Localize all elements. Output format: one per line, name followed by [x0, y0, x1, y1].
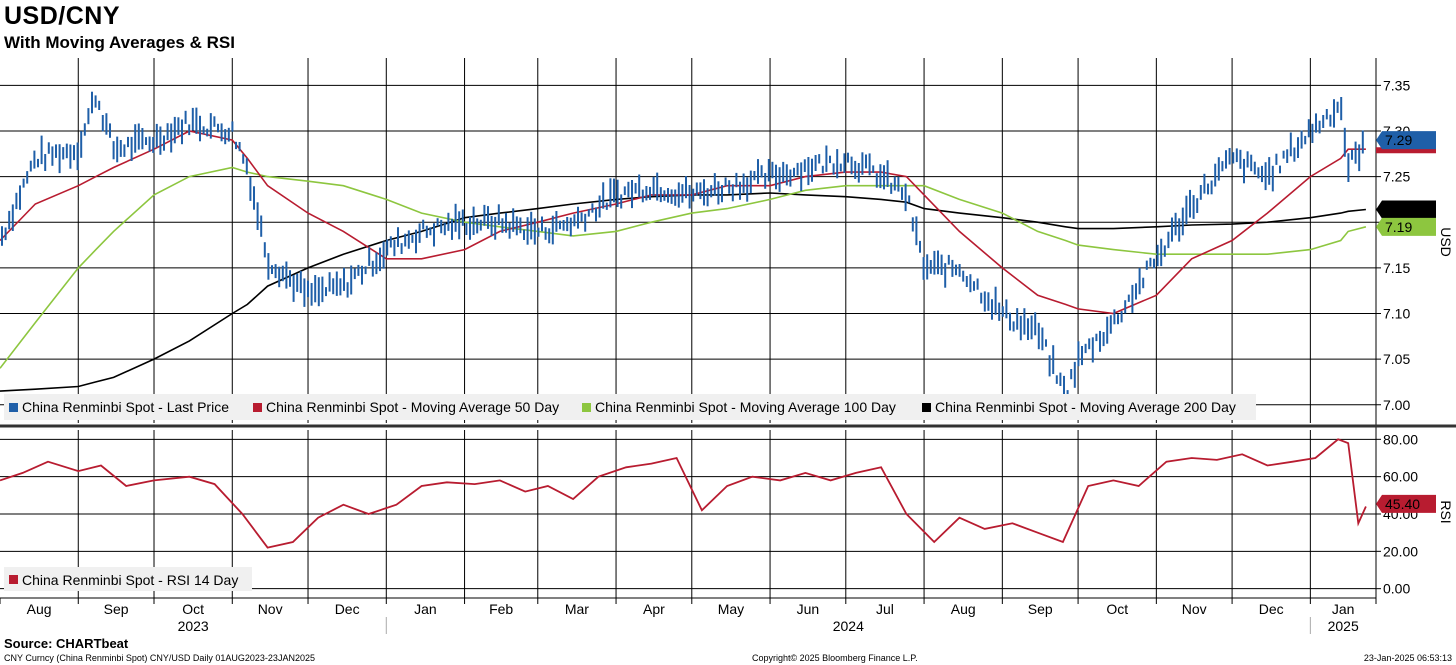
rsi-tag-text: 45.40 [1385, 496, 1420, 512]
rsi-tag-bg [1376, 494, 1436, 513]
ma50-marker [1376, 147, 1436, 154]
rsi-legend-box [4, 567, 252, 591]
x-tick-label: Feb [489, 601, 513, 617]
x-tick-label: Jun [797, 601, 820, 617]
y-tick-label: 7.25 [1383, 169, 1410, 185]
rsi-axis-label: RSI [1438, 500, 1454, 523]
legend-swatch-rsi [9, 575, 18, 584]
x-tick-label: Apr [643, 601, 665, 617]
chart-title: USD/CNY [4, 2, 121, 30]
legend-item-ma50: China Renminbi Spot - Moving Average 50 … [266, 399, 559, 415]
chart-subtitle: With Moving Averages & RSI [4, 33, 235, 52]
grid-layer [0, 58, 1376, 598]
y-tick-label: 0.00 [1383, 581, 1410, 597]
legend-item-rsi: China Renminbi Spot - RSI 14 Day [22, 572, 238, 588]
x-tick-label: Jan [414, 601, 437, 617]
series-line-3 [0, 192, 1366, 392]
x-tick-label: Dec [335, 601, 360, 617]
rsi-legend: China Renminbi Spot - RSI 14 Day [4, 567, 252, 591]
y-tick-label: 7.10 [1383, 306, 1410, 322]
y-tick-label: 20.00 [1383, 543, 1418, 559]
y-tick-label: 7.00 [1383, 397, 1410, 413]
rsi-line [0, 438, 1367, 549]
legend-item-ma200: China Renminbi Spot - Moving Average 200… [935, 399, 1236, 415]
ma200-tag: 7.21 [1376, 200, 1436, 219]
ma100-tag-text: 7.19 [1385, 219, 1412, 235]
ma100-tag: 7.19 [1376, 217, 1436, 236]
last-price-tag: 7.29 [1376, 131, 1436, 150]
ma200-tag-text: 7.21 [1385, 201, 1412, 217]
legend-swatch-ma50 [253, 403, 262, 412]
x-tick-label: Aug [951, 601, 976, 617]
timestamp-text: 23-Jan-2025 06:53:13 [1364, 653, 1452, 663]
x-tick-label: Jan [1332, 601, 1355, 617]
legend-swatch-ma200 [922, 403, 931, 412]
x-tick-label: Nov [258, 601, 283, 617]
x-tick-label: Dec [1259, 601, 1284, 617]
x-tick-label: Sep [1028, 601, 1053, 617]
x-tick-label: Nov [1182, 601, 1207, 617]
x-year-label: 2025 [1328, 618, 1359, 634]
y-tick-label: 80.00 [1383, 431, 1418, 447]
y-tick-label: 7.05 [1383, 351, 1410, 367]
legend-item-last-price: China Renminbi Spot - Last Price [22, 399, 229, 415]
ma200-tag-bg [1376, 200, 1436, 219]
y-tick-label: 60.00 [1383, 469, 1418, 485]
ma100-tag-bg [1376, 217, 1436, 236]
legend-swatch-last-price [9, 403, 18, 412]
ticker-info: CNY Curncy (China Renminbi Spot) CNY/USD… [4, 653, 315, 663]
x-tick-label: Oct [182, 601, 204, 617]
source-label: Source: CHARTbeat [4, 636, 129, 651]
x-tick-label: Sep [104, 601, 129, 617]
price-legend-box [4, 394, 1256, 420]
y-tick-label: 7.15 [1383, 260, 1410, 276]
price-legend: China Renminbi Spot - Last Price China R… [4, 394, 1256, 420]
last-price-tag-bg [1376, 131, 1436, 150]
legend-item-ma100: China Renminbi Spot - Moving Average 100… [595, 399, 896, 415]
x-tick-label: Aug [27, 601, 52, 617]
copyright-text: Copyright© 2025 Bloomberg Finance L.P. [752, 653, 918, 663]
y-tick-label: 7.35 [1383, 77, 1410, 93]
legend-swatch-ma100 [582, 403, 591, 412]
price-panel [0, 91, 1367, 404]
rsi-tag: 45.40 [1376, 494, 1436, 513]
axis-layer: Aug Sep Oct Nov Dec Jan Feb Mar Apr May Jun Jul Aug S… [0, 58, 1456, 634]
x-tick-label: Mar [565, 601, 589, 617]
x-year-label: 2024 [833, 618, 864, 634]
x-tick-label: Jul [876, 601, 894, 617]
x-tick-label: May [718, 601, 744, 617]
x-tick-label: Oct [1106, 601, 1128, 617]
last-price-tag-text: 7.29 [1385, 132, 1412, 148]
x-year-label: 2023 [178, 618, 209, 634]
price-axis-label: USD [1438, 227, 1454, 257]
rsi-panel [0, 438, 1367, 549]
